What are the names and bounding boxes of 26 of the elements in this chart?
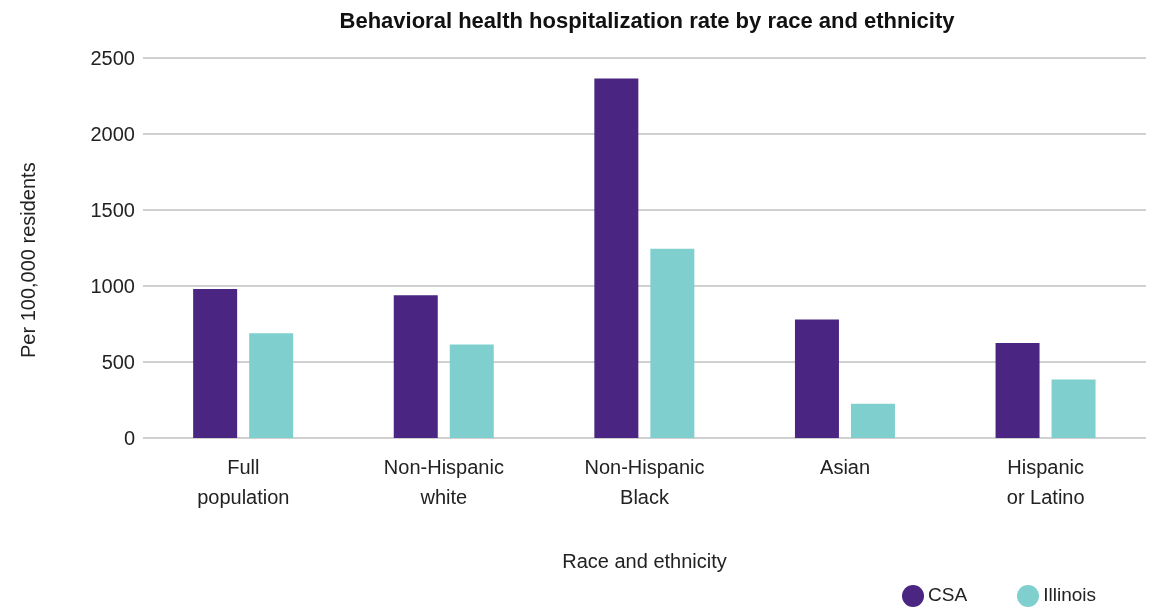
x-tick-label: Full population: [197, 456, 290, 509]
bar: [850, 403, 895, 439]
bar: [995, 343, 1040, 439]
bar: [650, 248, 695, 439]
x-tick-label: Non-Hispanic white: [383, 456, 504, 509]
x-tick-label: Hispanic or Latino: [1006, 456, 1085, 509]
bar: [393, 295, 438, 439]
y-tick-label: 500: [101, 351, 135, 374]
bar: [193, 289, 238, 439]
y-axis-title: Per 100,000 residents: [17, 162, 40, 359]
y-tick-label: 2000: [90, 123, 135, 146]
bar: [249, 333, 294, 439]
x-axis-title: Race and ethnicity: [562, 550, 727, 573]
x-tick-label: Asian: [820, 456, 871, 479]
bar: [594, 78, 639, 439]
bar: [1051, 379, 1096, 439]
y-tick-label: 0: [123, 427, 135, 450]
y-tick-label: 1500: [90, 199, 135, 222]
legend-label: CSA: [928, 584, 968, 606]
y-tick-label: 2500: [90, 47, 135, 70]
chart-title: Behavioral health hospitalization rate by race and ethnicity: [338, 8, 956, 35]
x-tick-label: Non-Hispanic Black: [584, 456, 705, 509]
bar: [794, 319, 839, 439]
bar: [449, 344, 494, 439]
y-tick-label: 1000: [90, 275, 135, 298]
legend-label: Illinois: [1043, 584, 1096, 606]
